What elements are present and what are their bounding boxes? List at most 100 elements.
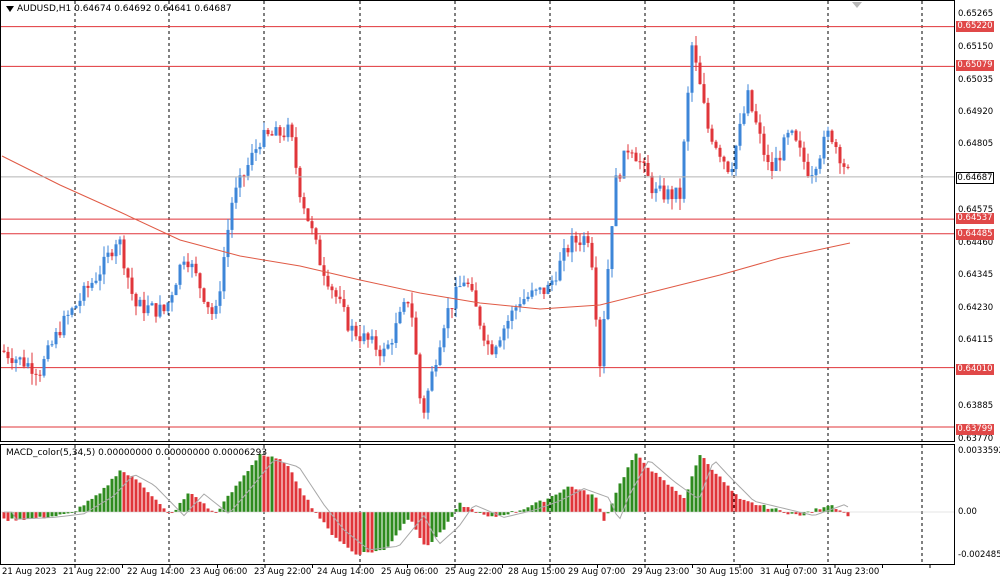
price-label: 0.64345: [958, 270, 994, 280]
macd-bar: [10, 512, 14, 519]
candle-body: [650, 175, 654, 194]
macd-bar: [98, 493, 102, 512]
candle-body: [298, 167, 302, 198]
candle-body: [726, 161, 730, 172]
candle-body: [838, 147, 842, 164]
macd-bar: [394, 512, 398, 536]
candle-body: [254, 149, 258, 153]
candle-body: [506, 320, 510, 329]
level-tag[interactable]: 0.64485: [956, 229, 994, 240]
macd-bar: [270, 456, 274, 512]
candle-body: [494, 346, 498, 355]
candle-body: [30, 363, 34, 374]
macd-bar: [134, 479, 138, 512]
candle-body: [130, 277, 134, 294]
macd-bar: [326, 512, 330, 529]
candle-body: [290, 124, 294, 138]
candle-body: [286, 124, 290, 138]
macd-bar: [306, 499, 310, 512]
macd-bar: [298, 488, 302, 512]
candle-body: [806, 161, 810, 177]
dropdown-icon[interactable]: [6, 5, 14, 12]
candle-body: [722, 156, 726, 162]
collapse-icon[interactable]: [852, 2, 862, 8]
candle-body: [442, 328, 446, 348]
candle-body: [598, 319, 602, 367]
candle-body: [526, 296, 530, 300]
macd-bar: [558, 492, 562, 512]
horizontal-levels[interactable]: [1, 26, 954, 428]
candle-body: [534, 289, 538, 291]
level-tag[interactable]: 0.65079: [956, 60, 994, 71]
macd-bar: [682, 498, 686, 512]
macd-bar: [638, 457, 642, 512]
macd-bar: [478, 512, 482, 513]
macd-bar: [66, 512, 70, 514]
macd-bar: [54, 512, 58, 517]
candle-body: [158, 304, 162, 317]
candle-body: [574, 235, 578, 243]
date-label: 28 Aug 15:00: [508, 567, 566, 577]
macd-bar: [590, 494, 594, 512]
candle-body: [334, 290, 338, 297]
candle-body: [70, 308, 74, 315]
level-tag[interactable]: 0.65220: [956, 21, 994, 32]
macd-bar: [26, 512, 30, 519]
candle-body: [174, 284, 178, 296]
candle-body: [370, 336, 374, 340]
macd-bar: [202, 503, 206, 512]
macd-bar: [342, 512, 346, 544]
macd-bar: [362, 512, 366, 552]
candle-body: [778, 157, 782, 161]
candle-body: [210, 307, 214, 314]
candle-body: [630, 152, 634, 154]
macd-bar: [810, 511, 814, 513]
candle-body: [202, 288, 206, 302]
macd-pane[interactable]: [0, 444, 955, 565]
candle-body: [274, 127, 278, 136]
macd-bar: [706, 464, 710, 512]
macd-bar: [462, 507, 466, 512]
macd-bar: [658, 476, 662, 512]
macd-bar: [770, 508, 774, 512]
candle-body: [38, 374, 42, 376]
date-label: 23 Aug 06:00: [190, 567, 248, 577]
macd-bar: [714, 473, 718, 512]
date-label: 25 Aug 22:00: [445, 567, 503, 577]
level-tag[interactable]: 0.63799: [956, 424, 994, 435]
macd-bar: [334, 512, 338, 538]
macd-bar: [370, 512, 374, 553]
candle-body: [262, 129, 266, 147]
macd-bar: [266, 456, 270, 512]
macd-bar: [582, 490, 586, 512]
candle-body: [310, 221, 314, 229]
candle-body: [146, 305, 150, 314]
level-tag[interactable]: 0.64010: [956, 364, 994, 375]
macd-bar: [382, 512, 386, 551]
candle-body: [50, 344, 54, 346]
candle-body: [438, 347, 442, 366]
macd-bar: [726, 485, 730, 512]
candle-body: [198, 273, 202, 289]
macd-bar: [90, 498, 94, 512]
macd-bar: [730, 490, 734, 512]
level-tag[interactable]: 0.64537: [956, 213, 994, 224]
macd-bar: [738, 498, 742, 512]
macd-bar: [754, 505, 758, 512]
candle-body: [794, 130, 798, 141]
candle-body: [570, 235, 574, 253]
price-pane[interactable]: [0, 0, 955, 442]
price-label: 0.65265: [958, 9, 994, 19]
macd-bar: [398, 512, 402, 531]
candle-body: [478, 306, 482, 326]
candle-body: [350, 325, 354, 331]
macd-bar: [834, 509, 838, 512]
candle-body: [306, 208, 310, 222]
price-label: 0.64460: [958, 238, 994, 248]
macd-bar: [442, 512, 446, 530]
candle-body: [422, 398, 426, 413]
macd-bar: [222, 501, 226, 512]
macd-label: -0.0024857: [958, 550, 1000, 560]
candle-body: [266, 129, 270, 135]
